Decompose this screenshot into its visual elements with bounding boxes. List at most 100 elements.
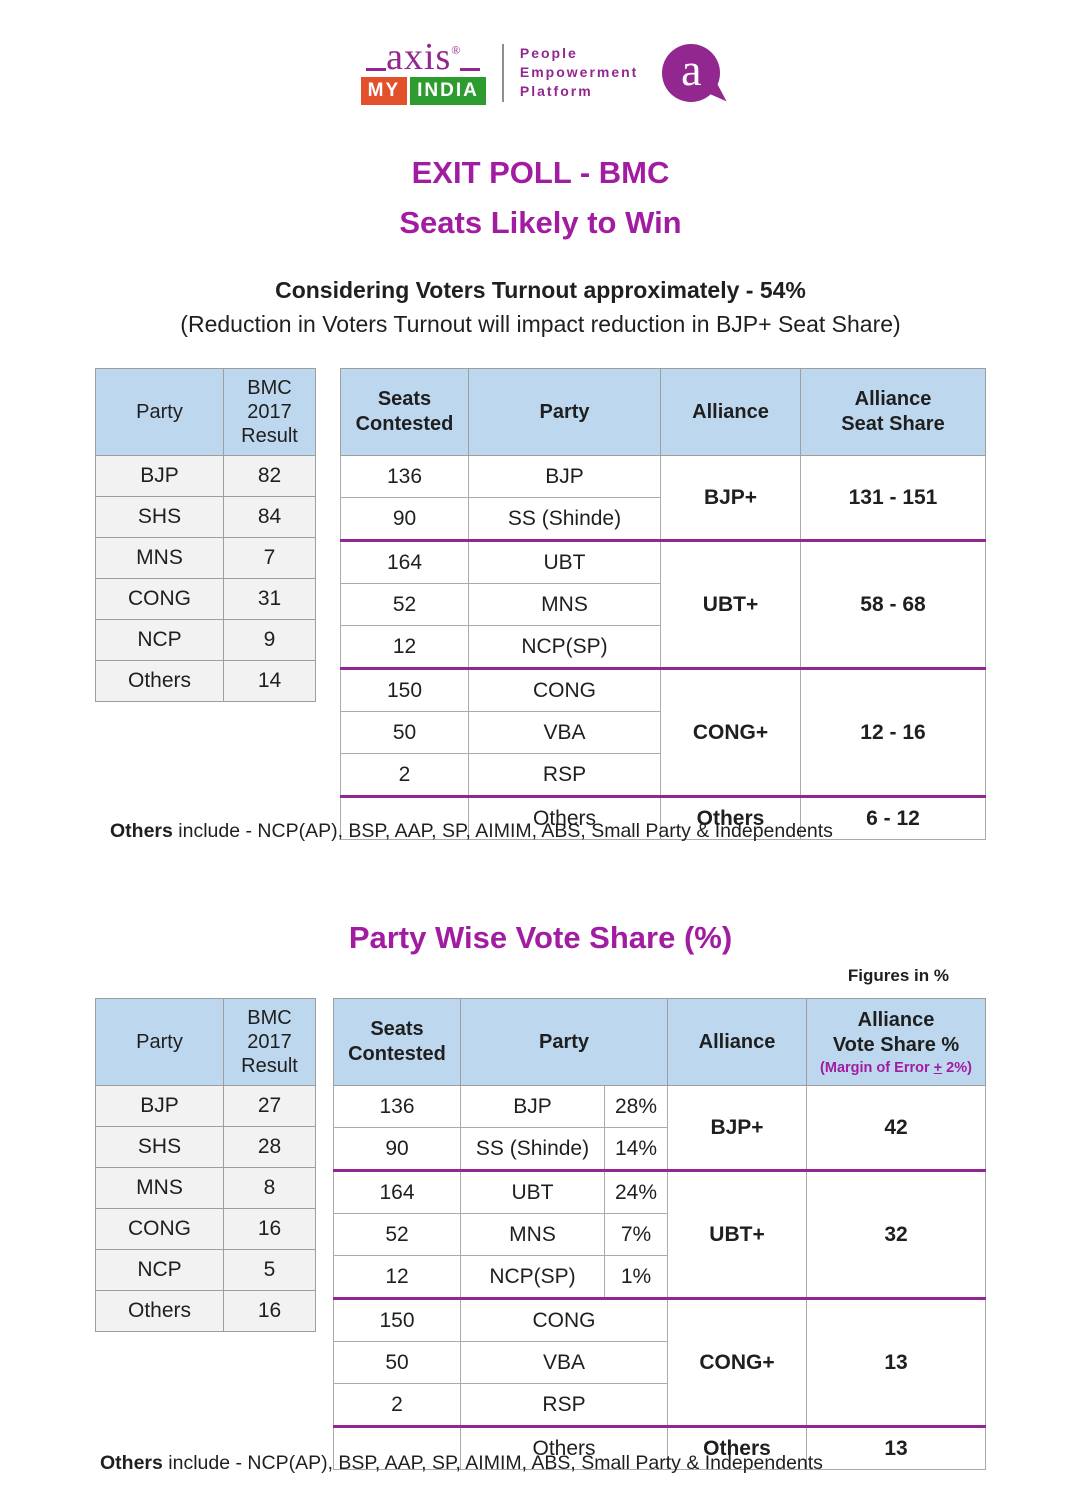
vote-pct-cell: 24%	[604, 1169, 668, 1214]
column-header-party: Party	[95, 998, 224, 1086]
column-header-seats-contested: Seats Contested	[340, 368, 469, 456]
party-cell: Others	[460, 1425, 668, 1470]
registered-mark: ®	[451, 43, 461, 57]
column-header-party: Party	[95, 368, 224, 456]
table-row: Others Others 13	[333, 1425, 986, 1470]
axis-my-india-logo: axis ® MY INDIA People Empowerment Platf…	[0, 36, 1081, 105]
party-cell: VBA	[460, 1341, 668, 1384]
column-header-alliance: Alliance	[667, 998, 807, 1086]
table-row: 164 UBT 24% UBT+ 32	[333, 1169, 986, 1299]
table-row: 136 BJP 28% BJP+ 42	[333, 1085, 986, 1171]
axis-wordmark-text: axis	[386, 36, 452, 78]
speech-bubble-icon: a	[662, 43, 721, 102]
seat-share-cell: 12 - 16	[800, 667, 986, 797]
tagline-line: Platform	[519, 83, 593, 99]
vote-pct-cell: 7%	[604, 1213, 668, 1256]
table-header-row: Seats Contested Party Alliance Alliance …	[333, 998, 986, 1086]
bmc-2017-result-table-votes: Party BMC 2017 Result BJP 27 SHS 28 MNS 8 C…	[95, 998, 316, 1332]
column-header-bmc-2017-result: BMC 2017 Result	[223, 998, 316, 1086]
column-header-alliance: Alliance	[660, 368, 801, 456]
moe-prefix: (Margin of Error	[820, 1059, 934, 1076]
vote-pct-cell: 1%	[604, 1255, 668, 1299]
result-cell: 9	[223, 619, 316, 661]
alliance-cell: CONG+	[667, 1297, 807, 1427]
table-row: Others 16	[95, 1290, 316, 1332]
party-cell: MNS	[468, 583, 661, 626]
header-line: Alliance	[854, 388, 932, 410]
party-cell: MNS	[460, 1213, 605, 1256]
seats-cell: 50	[333, 1341, 461, 1384]
vote-share-cell: 32	[806, 1169, 986, 1299]
seat-share-cell: 131 - 151	[800, 455, 986, 541]
bmc-2017-result-table-seats: Party BMC 2017 Result BJP 82 SHS 84 MNS 7 C…	[95, 368, 316, 702]
table-row: 90 SS (Shinde)	[340, 497, 986, 541]
seats-cell: 50	[340, 711, 469, 754]
others-footnote: Others include - NCP(AP), BSP, AAP, SP, …	[110, 820, 833, 843]
result-cell: 7	[223, 537, 316, 579]
party-cell: Others	[468, 795, 661, 840]
figures-in-percent-label: Figures in %	[847, 966, 949, 985]
table-header-row: Party BMC 2017 Result	[95, 368, 316, 456]
table-row: NCP 9	[95, 619, 316, 661]
seats-cell: 52	[340, 583, 469, 626]
axis-underline-right-decoration	[460, 68, 481, 71]
column-header-party: Party	[460, 998, 668, 1086]
seats-cell: 164	[340, 539, 469, 584]
party-cell: NCP	[95, 1249, 224, 1291]
table-row: MNS 7	[95, 537, 316, 579]
party-cell: SHS	[95, 496, 224, 538]
page-title-line2: Seats Likely to Win	[399, 205, 682, 240]
vote-pct-cell: 14%	[604, 1127, 668, 1171]
alliance-cell: Others	[667, 1425, 807, 1470]
logo-tagline: People Empowerment Platform	[520, 44, 638, 101]
result-cell: 14	[223, 660, 316, 702]
table-row: 164 UBT UBT+ 58 - 68	[340, 539, 986, 669]
table-row: 90 SS (Shinde) 14%	[333, 1127, 986, 1171]
seats-cell: 136	[340, 455, 469, 498]
table-row: SHS 84	[95, 496, 316, 538]
table-row: NCP 5	[95, 1249, 316, 1291]
tagline-line: People	[519, 45, 578, 61]
table-row: 150 CONG CONG+ 13	[333, 1297, 986, 1427]
axis-logo-block: axis ® MY INDIA	[360, 36, 486, 105]
party-cell: CONG	[95, 1208, 224, 1250]
party-cell: SHS	[95, 1126, 224, 1168]
footnote-text: include - NCP(AP), BSP, AAP, SP, AIMIM, …	[172, 820, 833, 842]
party-cell: MNS	[95, 1167, 224, 1209]
result-cell: 16	[223, 1290, 316, 1332]
alliance-cell: CONG+	[660, 667, 801, 797]
party-wise-vote-share-table: Seats Contested Party Alliance Alliance …	[333, 998, 986, 1470]
seats-cell: 150	[340, 667, 469, 712]
table-row: 12 NCP(SP) 1%	[333, 1255, 986, 1299]
table-row: Others 14	[95, 660, 316, 702]
party-cell: VBA	[468, 711, 661, 754]
seats-cell: 12	[340, 625, 469, 669]
seats-cell: 2	[333, 1383, 461, 1427]
table-row: 136 BJP BJP+ 131 - 151	[340, 455, 986, 541]
page-title-line1: EXIT POLL - BMC	[411, 155, 670, 190]
table-row: CONG 31	[95, 578, 316, 620]
axis-underline-left-decoration	[366, 68, 387, 71]
my-chip: MY	[360, 77, 408, 105]
vote-pct-cell: 28%	[604, 1085, 668, 1128]
party-cell: RSP	[468, 753, 661, 797]
column-header-alliance-vote-share: Alliance Vote Share % (Margin of Error +…	[806, 998, 986, 1086]
table-header-row: Seats Contested Party Alliance Alliance …	[340, 368, 986, 456]
table-row: CONG 16	[95, 1208, 316, 1250]
party-cell: UBT	[468, 539, 661, 584]
my-india-chips: MY INDIA	[360, 77, 486, 105]
result-cell: 16	[223, 1208, 316, 1250]
tagline-line: Empowerment	[519, 64, 639, 80]
footnote-bold: Others	[110, 820, 173, 842]
party-cell: UBT	[460, 1169, 605, 1214]
seats-cell: 150	[333, 1297, 461, 1342]
table-row: SHS 28	[95, 1126, 316, 1168]
table-row: 12 NCP(SP)	[340, 625, 986, 669]
seats-cell: 136	[333, 1085, 461, 1128]
party-cell: NCP(SP)	[468, 625, 661, 669]
seats-cell: 12	[333, 1255, 461, 1299]
column-header-seats-contested: Seats Contested	[333, 998, 461, 1086]
section-title-vote-share: Party Wise Vote Share (%)	[348, 920, 733, 955]
result-cell: 8	[223, 1167, 316, 1209]
vote-share-cell: 42	[806, 1085, 986, 1171]
